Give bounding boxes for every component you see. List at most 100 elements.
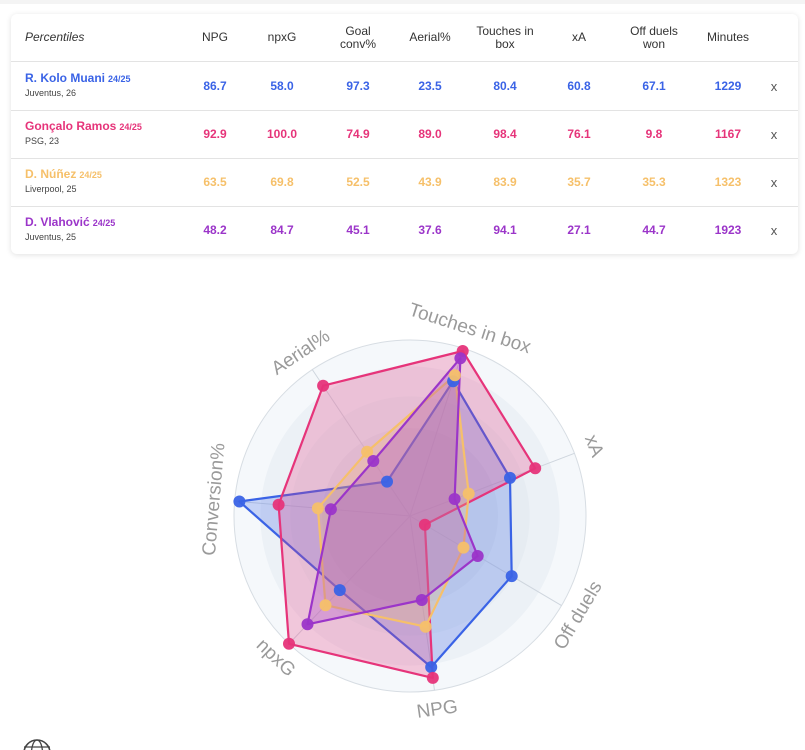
radar-point — [381, 475, 393, 488]
stat-value: 69.8 — [270, 175, 294, 189]
stat-value: 98.4 — [493, 127, 517, 141]
radar-point — [454, 352, 467, 365]
table-row: D. Núñez 24/25 Liverpool, 25 63.5 69.8 52.5 43… — [11, 158, 798, 207]
stat-value: 1923 — [714, 223, 742, 237]
stat-value: 58.0 — [270, 79, 294, 93]
remove-player-button[interactable]: x — [770, 222, 778, 238]
radar-point — [367, 455, 380, 467]
col-header-xa: xA — [571, 30, 586, 44]
stat-value: 23.5 — [418, 79, 442, 93]
radar-point — [505, 570, 518, 583]
stat-value: 27.1 — [567, 223, 591, 237]
player-team-age: Liverpool, 25 — [25, 184, 77, 194]
stat-value: 76.1 — [567, 127, 591, 141]
player-name[interactable]: D. Vlahović — [25, 215, 90, 229]
stat-value: 67.1 — [642, 79, 666, 93]
stat-value: 74.9 — [346, 127, 370, 141]
player-label: R. Kolo Muani 24/25 — [25, 71, 131, 85]
radar-point — [233, 495, 246, 508]
radar-spoke — [311, 369, 411, 517]
player-team-age: PSG, 23 — [25, 136, 60, 146]
col-header-goal-conv: Goal conv% — [339, 23, 377, 51]
stat-value: 52.5 — [346, 175, 370, 189]
col-header-touches-in-box: Touches in box — [476, 23, 534, 51]
radar-point — [529, 462, 542, 475]
stat-value: 35.7 — [567, 175, 591, 189]
stat-value: 89.0 — [418, 127, 442, 141]
radar-point — [311, 502, 324, 515]
radar-point — [361, 445, 374, 458]
player-team-age: Juventus, 25 — [25, 232, 77, 242]
stat-value: 45.1 — [346, 223, 370, 237]
radar-axis-label: NPG — [415, 696, 459, 723]
radar-point — [272, 498, 285, 511]
radar-point — [426, 671, 439, 684]
radar-axis-label: xA — [580, 432, 608, 461]
percentiles-table: Percentiles NPG npxG Goal conv% Aerial% … — [11, 14, 798, 254]
player-season: 24/25 — [119, 122, 142, 132]
player-label: Gonçalo Ramos 24/25 — [25, 119, 142, 133]
radar-axis-label: Conversion% — [199, 442, 230, 556]
stat-value: 60.8 — [567, 79, 591, 93]
table-header: Percentiles NPG npxG Goal conv% Aerial% … — [11, 14, 798, 62]
radar-series-area — [277, 349, 537, 680]
remove-player-button[interactable]: x — [770, 174, 778, 190]
table-row: R. Kolo Muani 24/25 Juventus, 26 86.7 58.0 97… — [11, 62, 798, 111]
radar-point — [462, 487, 475, 500]
stat-value: 44.7 — [642, 223, 666, 237]
stat-value: 86.7 — [203, 79, 227, 93]
radar-point — [425, 661, 438, 674]
radar-point — [283, 637, 295, 650]
stat-value: 37.6 — [418, 223, 442, 237]
player-season: 24/25 — [79, 170, 102, 180]
stat-value: 100.0 — [266, 127, 298, 141]
player-name[interactable]: D. Núñez — [25, 167, 77, 181]
radar-point — [504, 471, 516, 484]
percentiles-header: Percentiles — [25, 30, 85, 44]
player-team-age: Juventus, 26 — [25, 88, 77, 98]
stat-value: 35.3 — [642, 175, 666, 189]
radar-point — [448, 493, 461, 505]
top-divider — [0, 0, 805, 4]
col-header-aerial: Aerial% — [409, 30, 451, 44]
radar-point — [319, 599, 332, 612]
stat-value: 92.9 — [203, 127, 227, 141]
stat-value: 97.3 — [346, 79, 370, 93]
stat-value: 80.4 — [493, 79, 517, 93]
radar-series-area — [306, 357, 479, 626]
col-header-npg: NPG — [201, 30, 228, 44]
radar-series-area — [316, 374, 470, 628]
player-name[interactable]: R. Kolo Muani — [25, 71, 105, 85]
radar-point — [324, 503, 337, 516]
radar-point — [457, 541, 470, 554]
stat-value: 83.9 — [493, 175, 517, 189]
radar-point — [419, 620, 432, 633]
radar-point — [317, 379, 330, 392]
player-label: D. Vlahović 24/25 — [25, 215, 115, 229]
radar-point — [471, 550, 484, 562]
player-label: D. Núñez 24/25 — [25, 167, 102, 181]
remove-player-button[interactable]: x — [770, 126, 778, 142]
col-header-off-duels-won: Off duels won — [630, 23, 678, 51]
radar-point — [415, 594, 428, 606]
stat-value: 1229 — [714, 79, 742, 93]
stat-value: 94.1 — [493, 223, 517, 237]
stat-value: 48.2 — [203, 223, 227, 237]
radar-point — [301, 618, 314, 631]
radar-point — [333, 584, 346, 597]
table-row: Gonçalo Ramos 24/25 PSG, 23 92.9 100.0 74.9 89… — [11, 110, 798, 159]
stat-value: 43.9 — [418, 175, 442, 189]
radar-spoke — [409, 515, 562, 606]
player-season: 24/25 — [108, 74, 131, 84]
stat-value: 84.7 — [270, 223, 294, 237]
radar-point — [418, 518, 431, 531]
player-season: 24/25 — [92, 218, 116, 228]
player-name[interactable]: Gonçalo Ramos — [25, 119, 117, 133]
radar-point — [448, 369, 461, 382]
radar-spoke — [409, 452, 575, 517]
stat-value: 1323 — [714, 175, 742, 189]
stat-value: 1167 — [714, 127, 742, 141]
remove-player-button[interactable]: x — [770, 78, 778, 94]
col-header-minutes: Minutes — [706, 30, 750, 44]
globe-icon — [23, 739, 51, 750]
